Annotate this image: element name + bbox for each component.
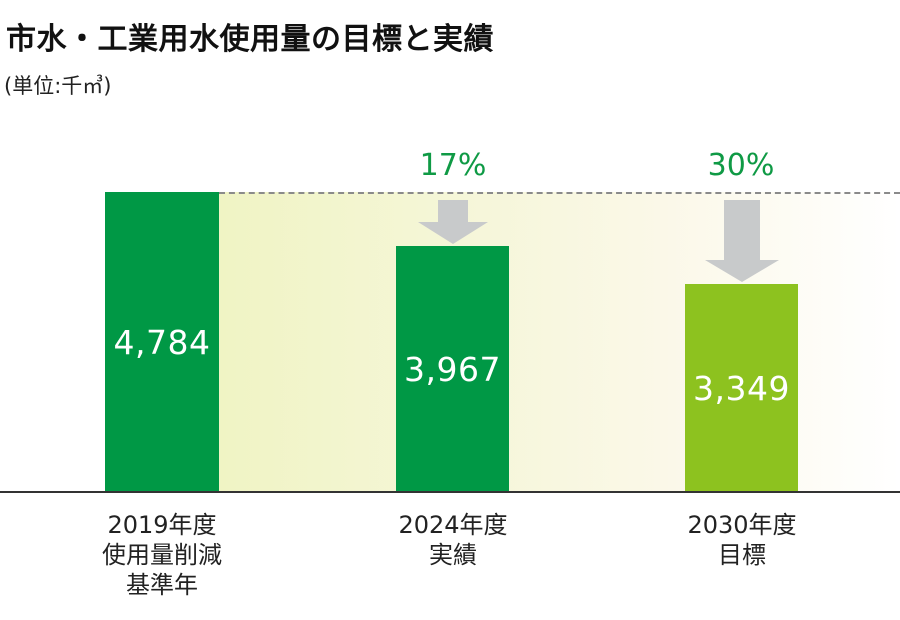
reduction-pct-2024: 17%: [419, 148, 487, 183]
x-label-line: 2019年度: [107, 511, 217, 539]
bar-value-2030: 3,349: [693, 368, 790, 408]
bar-value-2019: 4,784: [113, 322, 211, 362]
x-label-line: 2030年度: [687, 511, 797, 539]
x-axis-line: [0, 491, 900, 493]
x-label-2024: 2024年度 実績: [353, 510, 553, 570]
down-arrow-icon: [705, 200, 779, 282]
down-arrow-icon: [418, 200, 488, 244]
bar-2024-actual: 3,967: [396, 246, 509, 492]
x-label-line: 実績: [429, 541, 477, 569]
reduction-pct-2030: 30%: [707, 148, 775, 183]
bar-2030-target: 3,349: [685, 284, 798, 492]
x-label-line: 使用量削減: [102, 541, 222, 569]
chart-title: 市水・工業用水使用量の目標と実績: [6, 22, 494, 57]
bar-2019-baseline: 4,784: [105, 192, 219, 492]
baseline-reference-line: [219, 192, 900, 194]
bar-value-2024: 3,967: [404, 349, 501, 389]
x-label-line: 基準年: [126, 571, 198, 599]
x-label-line: 目標: [718, 541, 766, 569]
x-label-2019: 2019年度 使用量削減 基準年: [62, 510, 262, 600]
x-label-2030: 2030年度 目標: [642, 510, 842, 570]
unit-label: (単位:千㎥): [4, 74, 112, 98]
x-label-line: 2024年度: [398, 511, 508, 539]
